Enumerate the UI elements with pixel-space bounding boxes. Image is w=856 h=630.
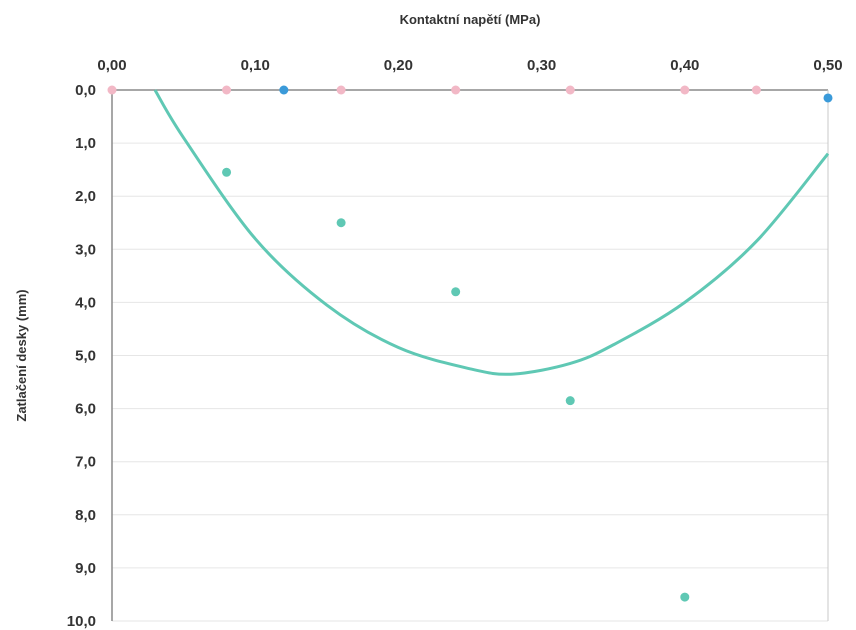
y-tick-label: 1,0 (75, 135, 96, 152)
y-tick-label: 9,0 (75, 560, 96, 577)
x-tick-label: 0,30 (527, 57, 556, 74)
data-point (107, 85, 117, 95)
y-tick-label: 0,0 (75, 82, 96, 99)
x-axis-title: Kontaktní napětí (MPa) (400, 12, 541, 27)
y-tick-label: 10,0 (67, 613, 96, 630)
x-tick-label: 0,20 (384, 57, 413, 74)
data-point (279, 85, 289, 95)
data-point (680, 592, 690, 602)
data-point (451, 287, 461, 297)
data-point (222, 167, 232, 177)
data-point (336, 85, 346, 95)
x-tick-label: 0,10 (241, 57, 270, 74)
data-point (680, 85, 690, 95)
x-tick-label: 0,00 (97, 57, 126, 74)
y-tick-label: 8,0 (75, 507, 96, 524)
data-point (222, 85, 232, 95)
y-tick-label: 7,0 (75, 454, 96, 471)
y-tick-label: 3,0 (75, 241, 96, 258)
data-point (751, 85, 761, 95)
y-axis-title: Zatlačení desky (mm) (14, 289, 29, 421)
y-tick-label: 4,0 (75, 294, 96, 311)
x-tick-label: 0,40 (670, 57, 699, 74)
data-point (823, 93, 833, 103)
data-point (565, 396, 575, 406)
trendline (153, 89, 830, 376)
data-point (451, 85, 461, 95)
y-tick-label: 2,0 (75, 188, 96, 205)
data-point (336, 218, 346, 228)
x-tick-label: 0,50 (813, 57, 842, 74)
data-point (565, 85, 575, 95)
y-tick-label: 5,0 (75, 348, 96, 365)
y-tick-label: 6,0 (75, 401, 96, 418)
